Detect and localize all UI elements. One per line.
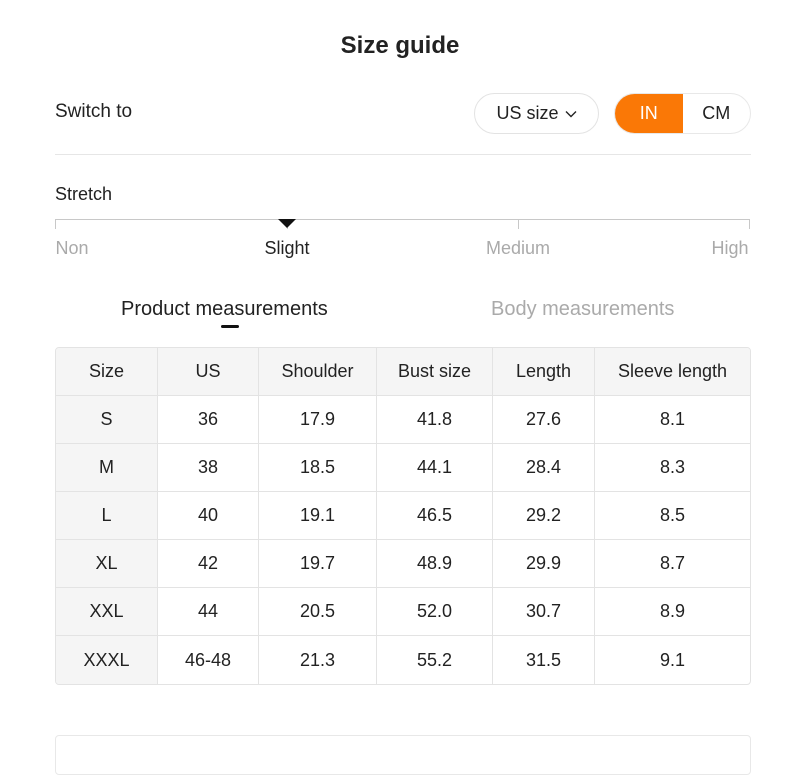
- divider: [55, 154, 751, 155]
- tab-product-measurements[interactable]: Product measurements: [121, 298, 328, 320]
- table-cell: 8.5: [595, 492, 750, 540]
- unit-in-button[interactable]: IN: [615, 94, 683, 133]
- table-cell: XXL: [56, 588, 158, 636]
- table-cell: 48.9: [377, 540, 493, 588]
- table-cell: XXXL: [56, 636, 158, 684]
- table-cell: 29.2: [493, 492, 595, 540]
- unit-cm-button[interactable]: CM: [702, 103, 731, 123]
- size-system-dropdown[interactable]: US size: [474, 93, 599, 134]
- table-cell: 8.7: [595, 540, 750, 588]
- stretch-level-high: High: [711, 238, 749, 258]
- chevron-down-icon: [565, 110, 576, 117]
- table-cell: 46-48: [158, 636, 259, 684]
- table-cell: L: [56, 492, 158, 540]
- table-cell: M: [56, 444, 158, 492]
- size-system-label: US size: [496, 103, 559, 123]
- table-cell: 18.5: [259, 444, 377, 492]
- table-cell: 27.6: [493, 396, 595, 444]
- page-title: Size guide: [340, 32, 460, 59]
- table-row: XL 42 19.7 48.9 29.9 8.7: [56, 540, 750, 588]
- table-cell: 8.9: [595, 588, 750, 636]
- table-cell: 44.1: [377, 444, 493, 492]
- bottom-card: [55, 735, 751, 775]
- table-cell: 8.3: [595, 444, 750, 492]
- table-row: M 38 18.5 44.1 28.4 8.3: [56, 444, 750, 492]
- stretch-scale: [55, 219, 750, 220]
- stretch-marker-icon: [278, 219, 296, 228]
- stretch-level-non: Non: [55, 238, 89, 258]
- table-cell: 9.1: [659, 649, 686, 670]
- table-cell: 55.2: [377, 636, 493, 684]
- column-header: Shoulder: [259, 348, 377, 396]
- column-header: Bust size: [377, 348, 493, 396]
- table-cell: 52.0: [377, 588, 493, 636]
- table-row: L 40 19.1 46.5 29.2 8.5: [56, 492, 750, 540]
- table-cell: 36: [158, 396, 259, 444]
- table-cell: 38: [158, 444, 259, 492]
- table-row: XXXL 46-48 21.3 55.2 31.5 9.1: [56, 636, 750, 684]
- table-header-row: Size US Shoulder Bust size Length Sleeve leng…: [56, 348, 750, 396]
- stretch-level-slight: Slight: [264, 238, 310, 258]
- tab-body-measurements[interactable]: Body measurements: [491, 298, 675, 320]
- table-cell: 41.8: [377, 396, 493, 444]
- table-cell: XL: [56, 540, 158, 588]
- stretch-level-medium: Medium: [485, 238, 551, 258]
- table-row: XXL 44 20.5 52.0 30.7 8.9: [56, 588, 750, 636]
- table-row: S 36 17.9 41.8 27.6 8.1: [56, 396, 750, 444]
- table-cell: 44: [158, 588, 259, 636]
- table-cell: 20.5: [259, 588, 377, 636]
- size-table: Size US Shoulder Bust size Length Sleeve leng…: [55, 347, 751, 685]
- column-header: Sleeve length: [595, 348, 750, 396]
- switch-to-label: Switch to: [55, 101, 133, 122]
- table-cell: 17.9: [259, 396, 377, 444]
- table-cell: 8.1: [595, 396, 750, 444]
- table-cell: 40: [158, 492, 259, 540]
- table-cell: 19.7: [259, 540, 377, 588]
- table-cell: 46.5: [377, 492, 493, 540]
- stretch-tick: [518, 219, 519, 229]
- table-cell: 42: [158, 540, 259, 588]
- column-header: Length: [493, 348, 595, 396]
- table-cell: 31.5: [493, 636, 595, 684]
- table-cell: 19.1: [259, 492, 377, 540]
- table-cell: 30.7: [493, 588, 595, 636]
- table-cell: S: [56, 396, 158, 444]
- table-cell: 21.3: [259, 636, 377, 684]
- stretch-label: Stretch: [55, 184, 113, 204]
- active-tab-indicator: [221, 325, 239, 328]
- stretch-tick: [55, 219, 56, 229]
- table-cell: 28.4: [493, 444, 595, 492]
- column-header: US: [158, 348, 259, 396]
- table-cell: 29.9: [493, 540, 595, 588]
- stretch-tick: [749, 219, 750, 229]
- unit-toggle[interactable]: IN CM: [614, 93, 751, 134]
- column-header: Size: [56, 348, 158, 396]
